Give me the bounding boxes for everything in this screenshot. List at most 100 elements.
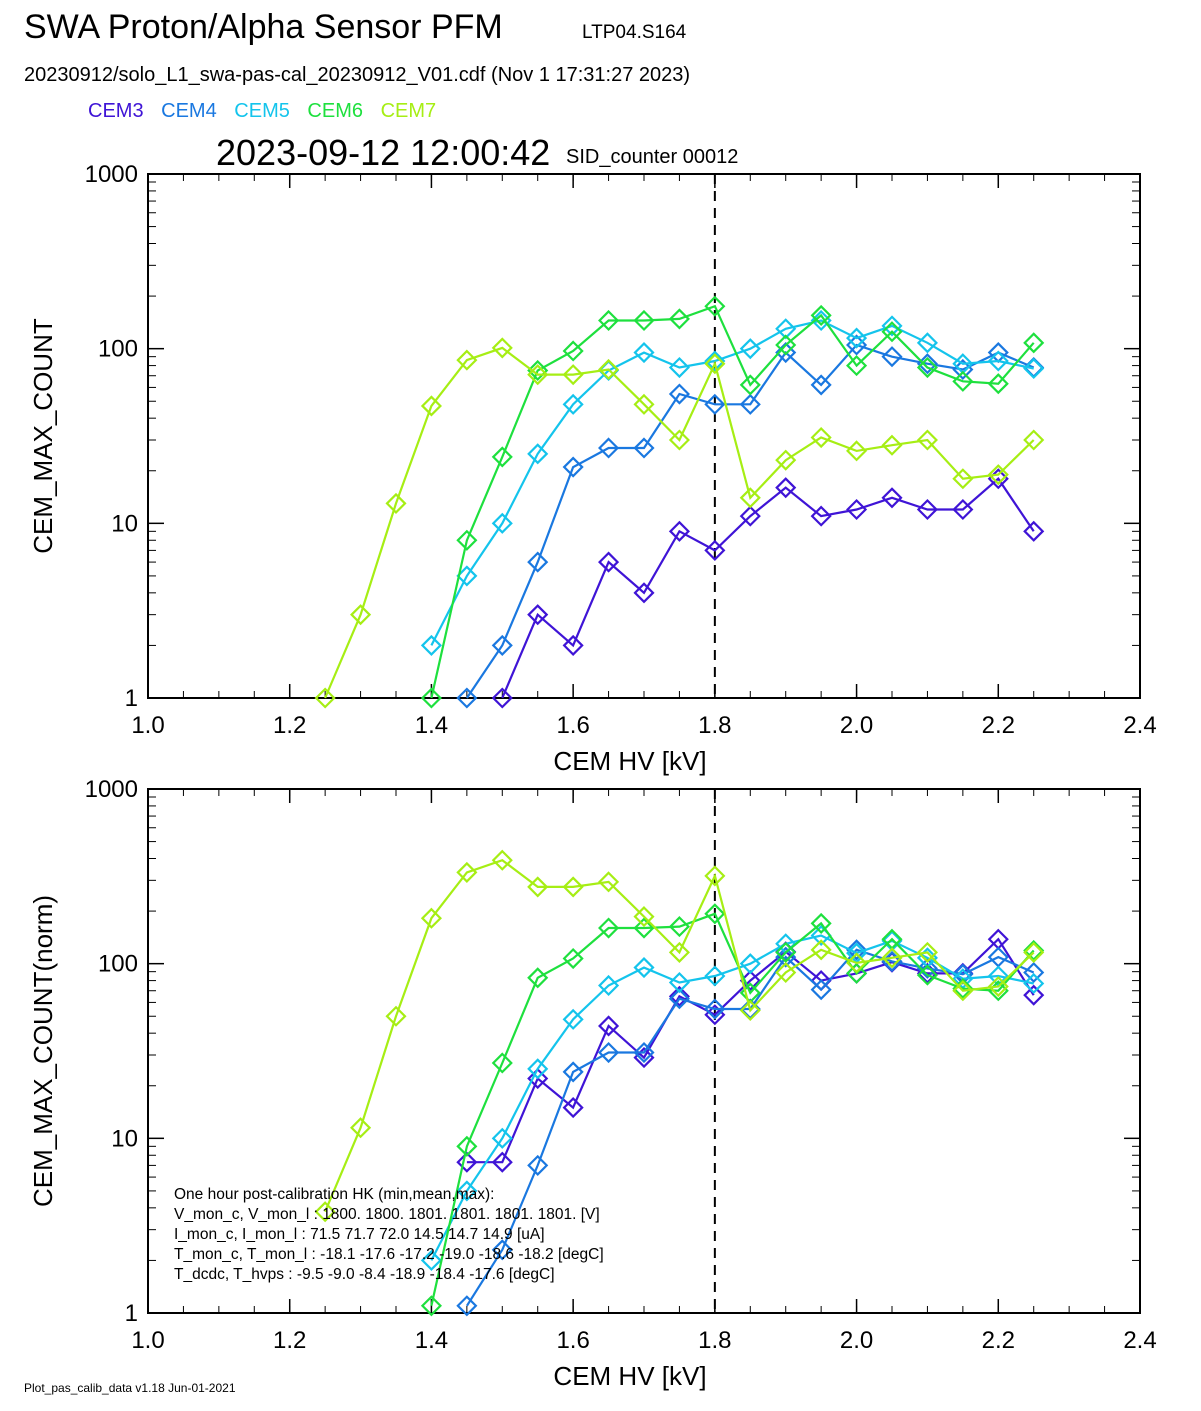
data-point-cem5: [916, 332, 938, 354]
data-point-cem6: [420, 687, 442, 709]
data-point-cem7: [775, 449, 797, 471]
series-group: [314, 849, 1045, 1317]
data-point-cem6: [562, 947, 584, 970]
data-point-cem4: [598, 1041, 620, 1064]
data-point-cem3: [668, 985, 690, 1007]
data-point-cem6: [527, 359, 549, 382]
data-point-cem5: [987, 350, 1009, 372]
data-point-cem3: [598, 1015, 620, 1037]
x-axis-label: CEM HV [kV]: [553, 1361, 706, 1391]
legend-entry-cem6: CEM6: [307, 100, 363, 122]
series-line-cem3: [501, 477, 1035, 699]
data-point-cem7: [1023, 429, 1045, 451]
data-point-cem6: [952, 370, 974, 392]
data-point-cem7: [775, 961, 797, 984]
data-point-cem6: [846, 355, 868, 377]
data-point-cem7: [846, 952, 868, 974]
data-point-cem4: [633, 437, 655, 459]
data-point-cem3: [1023, 520, 1045, 542]
data-point-cem7: [916, 429, 938, 451]
data-point-cem7: [739, 487, 761, 509]
data-point-cem7: [987, 464, 1009, 486]
data-point-cem6: [916, 356, 938, 379]
data-point-cem4: [704, 998, 726, 1020]
series-line-cem5: [430, 319, 1034, 646]
data-point-cem6: [668, 916, 690, 938]
x-tick-label: 1.4: [415, 1327, 448, 1354]
data-point-cem7: [385, 1005, 407, 1027]
data-point-cem7: [704, 865, 726, 887]
data-point-cem7: [810, 426, 832, 449]
chart-panel-1: 1.0 1.2 1.4 1.6 1.8 2.0 2.2 2.4 1 10 100 1000 CEM HV…: [28, 161, 1157, 776]
data-point-cem6: [987, 373, 1009, 395]
y-tick-label: 1000: [85, 161, 138, 188]
data-point-cem6: [775, 941, 797, 963]
data-point-cem6: [739, 374, 761, 396]
data-point-cem4: [668, 988, 690, 1010]
hk-line: I_mon_c, I_mon_l : 71.5 71.7 72.0 14.5 1…: [174, 1226, 545, 1243]
y-axis-label: CEM_MAX_COUNT(norm): [28, 895, 58, 1207]
data-point-cem7: [562, 876, 584, 898]
data-point-cem4: [881, 346, 903, 368]
data-point-cem6: [846, 962, 868, 984]
y-tick-label: 1: [125, 1300, 138, 1327]
data-point-cem6: [562, 340, 584, 362]
data-point-cem5: [633, 342, 655, 364]
data-point-cem7: [456, 861, 478, 883]
data-point-cem5: [598, 974, 620, 997]
data-point-cem3: [562, 634, 584, 656]
data-point-cem4: [456, 1295, 478, 1317]
data-point-cem5: [491, 1127, 513, 1149]
data-point-cem4: [1023, 961, 1045, 984]
data-point-cem5: [739, 953, 761, 975]
data-point-cem5: [704, 350, 726, 372]
data-point-cem7: [350, 604, 372, 626]
y-tick-label: 100: [98, 336, 138, 363]
data-point-cem4: [598, 437, 620, 459]
plot-frame: [147, 173, 1141, 699]
data-point-cem4: [916, 957, 938, 979]
data-point-cem7: [810, 939, 832, 961]
file-info: 20230912/solo_L1_swa-pas-cal_20230912_V0…: [24, 64, 691, 86]
hk-line: T_mon_c, T_mon_l : -18.1 -17.6 -17.2 -19…: [174, 1246, 604, 1263]
data-point-cem7: [420, 907, 442, 929]
data-point-cem4: [668, 383, 690, 405]
data-point-cem6: [527, 967, 549, 989]
data-point-cem5: [527, 443, 549, 465]
data-point-cem6: [456, 1135, 478, 1157]
data-point-cem5: [668, 971, 690, 994]
data-point-cem3: [633, 582, 655, 604]
data-point-cem3: [704, 539, 726, 561]
series-line-cem7: [324, 346, 1035, 699]
x-tick-label: 1.8: [698, 1327, 731, 1354]
data-point-cem4: [775, 342, 797, 364]
x-tick-label: 2.4: [1123, 1327, 1156, 1354]
data-point-cem4: [704, 393, 726, 415]
data-point-cem7: [633, 393, 655, 415]
data-point-cem3: [527, 1067, 549, 1090]
data-point-cem7: [314, 687, 336, 709]
x-tick-label: 2.2: [982, 1327, 1015, 1354]
data-point-cem3: [1023, 984, 1045, 1006]
hk-line: V_mon_c, V_mon_l : 1800. 1800. 1801. 180…: [174, 1206, 600, 1223]
data-point-cem6: [775, 334, 797, 356]
data-point-cem4: [846, 939, 868, 961]
data-point-cem7: [916, 941, 938, 963]
data-point-cem3: [491, 1151, 513, 1173]
data-point-cem6: [810, 912, 832, 934]
data-point-cem6: [881, 321, 903, 343]
data-point-cem3: [491, 687, 513, 709]
x-tick-label: 1.0: [131, 1327, 164, 1354]
x-tick-label: 1.6: [556, 712, 589, 739]
data-point-cem7: [598, 358, 620, 381]
data-point-cem3: [527, 604, 549, 626]
y-tick-label: 100: [98, 951, 138, 978]
data-point-cem7: [952, 980, 974, 1002]
data-point-cem7: [385, 492, 407, 514]
chart-panel-2: 1.0 1.2 1.4 1.6 1.8 2.0 2.2 2.4 1 10 100 1000 CEM HV…: [28, 776, 1157, 1391]
data-point-cem7: [881, 434, 903, 456]
data-point-cem5: [562, 393, 584, 415]
data-point-cem6: [598, 309, 620, 332]
legend: CEM3 CEM4 CEM5 CEM6 CEM7: [88, 100, 448, 123]
data-point-cem3: [668, 520, 690, 542]
